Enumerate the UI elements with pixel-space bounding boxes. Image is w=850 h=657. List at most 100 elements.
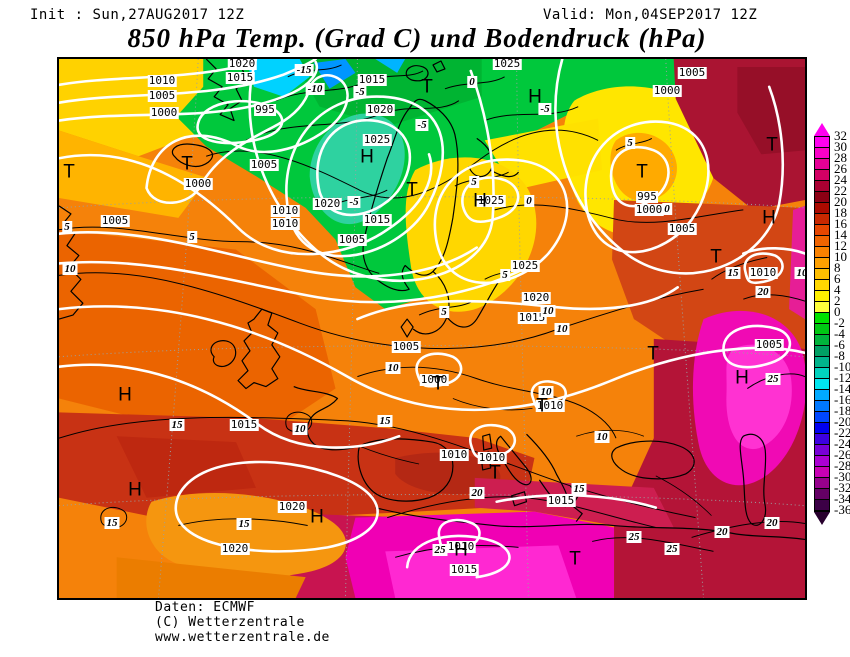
colorbar-cell bbox=[815, 500, 829, 511]
isotherm-label: 10 bbox=[62, 263, 78, 275]
isotherm-label: -5 bbox=[353, 86, 367, 98]
colorbar-cell bbox=[815, 181, 829, 192]
isobar-label: 1020 bbox=[312, 197, 342, 210]
colorbar-tick-label: -4 bbox=[834, 326, 845, 341]
isobar-label: 1015 bbox=[357, 73, 387, 86]
colorbar-cell bbox=[815, 379, 829, 390]
colorbar-cell bbox=[815, 247, 829, 258]
colorbar-cell bbox=[815, 214, 829, 225]
weather-map: 1020 1015 1010 1005 1000 995 1005 1000 1005 1010 1… bbox=[57, 57, 807, 600]
isotherm-label: 15 bbox=[725, 267, 741, 279]
isobar-label: 1005 bbox=[249, 158, 279, 171]
colorbar-tick-label: -6 bbox=[834, 337, 845, 352]
isobar-label: 1010 bbox=[439, 448, 469, 461]
isotherm-label: 15 bbox=[571, 483, 587, 495]
colorbar-tick-label: 0 bbox=[834, 304, 841, 319]
colorbar-tick-label: 18 bbox=[834, 205, 847, 220]
isobar-label: 1005 bbox=[677, 66, 707, 79]
colorbar-tick-label: -10 bbox=[834, 359, 850, 374]
colorbar-cell bbox=[815, 324, 829, 335]
isotherm-label: 10 bbox=[554, 323, 570, 335]
colorbar-tick-label: -32 bbox=[834, 480, 850, 495]
isobar-label: 1005 bbox=[391, 340, 421, 353]
isobar-label: 1015 bbox=[449, 563, 479, 576]
colorbar-cell bbox=[815, 445, 829, 456]
page-title: 850 hPa Temp. (Grad C) und Bodendruck (h… bbox=[127, 23, 707, 53]
init-time-label: Init : Sun,27AUG2017 12Z bbox=[30, 7, 245, 23]
colorbar-tick-label: -24 bbox=[834, 436, 850, 451]
colorbar-cell bbox=[815, 236, 829, 247]
pressure-center: H bbox=[473, 190, 487, 212]
isobar-label: 1020 bbox=[220, 542, 250, 555]
isobar-label: 1005 bbox=[337, 233, 367, 246]
colorbar-cell bbox=[815, 346, 829, 357]
isobar-label: 1020 bbox=[277, 500, 307, 513]
valid-time-label: Valid: Mon,04SEP2017 12Z bbox=[543, 7, 758, 23]
isotherm-label: 0 bbox=[662, 203, 672, 215]
pressure-center: T bbox=[647, 343, 659, 365]
colorbar-cell bbox=[815, 412, 829, 423]
colorbar-cell bbox=[815, 401, 829, 412]
colorbar-cell bbox=[815, 225, 829, 236]
isobar-label: 1015 bbox=[362, 213, 392, 226]
colorbar-cell bbox=[815, 137, 829, 148]
isobar-label: 1010 bbox=[270, 204, 300, 217]
colorbar-cell bbox=[815, 302, 829, 313]
colorbar-cell bbox=[815, 269, 829, 280]
colorbar-tick-label: -22 bbox=[834, 425, 850, 440]
colorbar-tick-label: -14 bbox=[834, 381, 850, 396]
isobar-label: 1005 bbox=[147, 89, 177, 102]
colorbar-arrow-up bbox=[814, 123, 830, 136]
isotherm-label: 10 bbox=[794, 267, 805, 279]
pressure-center: T bbox=[63, 161, 75, 183]
colorbar-tick-label: 22 bbox=[834, 183, 847, 198]
isobar-label: 1020 bbox=[227, 57, 257, 70]
isobar-label: 1010 bbox=[535, 399, 565, 412]
colorbar-cell bbox=[815, 170, 829, 181]
isotherm-label: 10 bbox=[594, 431, 610, 443]
pressure-center: H bbox=[118, 384, 132, 406]
colorbar-cell bbox=[815, 192, 829, 203]
pressure-center: T bbox=[432, 373, 444, 395]
isobar-label: 1005 bbox=[100, 214, 130, 227]
pressure-center: H bbox=[310, 506, 324, 528]
isotherm-label: 25 bbox=[626, 531, 642, 543]
colorbar-cell bbox=[815, 203, 829, 214]
pressure-center: T bbox=[536, 395, 548, 417]
footer-credits: Daten: ECMWF (C) Wetterzentrale www.wett… bbox=[155, 600, 330, 645]
colorbar-tick-label: 14 bbox=[834, 227, 847, 242]
colorbar-tick-label: -16 bbox=[834, 392, 850, 407]
pressure-center: T bbox=[181, 153, 193, 175]
isotherm-label: 20 bbox=[764, 517, 780, 529]
colorbar-tick-label: -8 bbox=[834, 348, 845, 363]
colorbar-cell bbox=[815, 423, 829, 434]
isotherm-label: 5 bbox=[500, 269, 510, 281]
isobar-label: 1025 bbox=[510, 259, 540, 272]
map-label-layer: 1020 1015 1010 1005 1000 995 1005 1000 1005 1010 1… bbox=[59, 59, 805, 598]
isobar-label: 1000 bbox=[183, 177, 213, 190]
isobar-label: 1015 bbox=[517, 311, 547, 324]
pressure-center: T bbox=[489, 462, 501, 484]
isobar-label: 1020 bbox=[521, 291, 551, 304]
isobar-label: 1000 bbox=[652, 84, 682, 97]
colorbar-tick-label: -26 bbox=[834, 447, 850, 462]
colorbar-tick-label: -18 bbox=[834, 403, 850, 418]
colorbar-tick-label: -20 bbox=[834, 414, 850, 429]
isotherm-label: 15 bbox=[236, 518, 252, 530]
isobar-label: 1015 bbox=[546, 494, 576, 507]
colorbar-tick-label: 28 bbox=[834, 150, 847, 165]
footer-copyright: (C) Wetterzentrale bbox=[155, 615, 305, 630]
isotherm-label: 20 bbox=[755, 286, 771, 298]
pressure-center: T bbox=[406, 179, 418, 201]
isotherm-label: 15 bbox=[377, 415, 393, 427]
colorbar-cell bbox=[815, 467, 829, 478]
colorbar-cell bbox=[815, 478, 829, 489]
isobar-label: 1010 bbox=[748, 266, 778, 279]
isobar-label: 1020 bbox=[365, 103, 395, 116]
temperature-field-svg bbox=[59, 59, 805, 598]
colorbar-cell bbox=[815, 291, 829, 302]
pressure-center: H bbox=[735, 367, 749, 389]
isobar-label: 1010 bbox=[270, 217, 300, 230]
pressure-center: T bbox=[636, 161, 648, 183]
